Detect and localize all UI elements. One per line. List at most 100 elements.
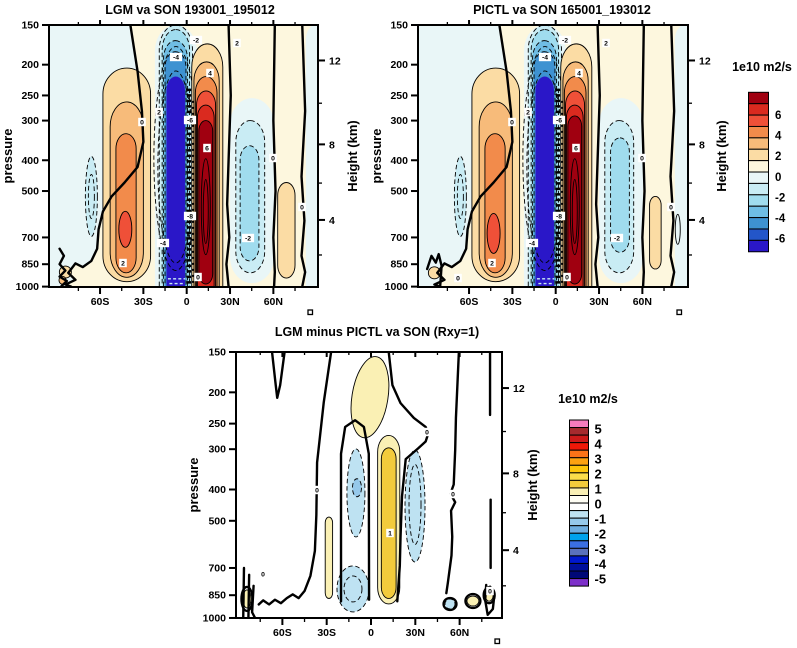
latitude-tick-label: 30S: [317, 627, 336, 639]
colorbar-swatch: [569, 517, 589, 527]
colorbar-swatch: [569, 457, 589, 466]
contour-oval: [571, 179, 578, 244]
zero-contour-line: [300, 25, 307, 287]
height-tick-label: 8: [329, 139, 335, 151]
contour-oval: [408, 464, 422, 545]
pressure-tick-label: 400: [208, 484, 226, 496]
pressure-tick-label: 150: [21, 20, 39, 32]
pressure-tick-label: 500: [208, 515, 226, 527]
contour-label: 0: [640, 156, 644, 163]
colorbar-tick-label: -4: [595, 557, 607, 572]
colorbar-tick-label: -6: [775, 234, 785, 246]
latitude-tick-label: 60N: [450, 627, 469, 639]
contour-label: 0: [456, 276, 460, 283]
pressure-tick-label: 150: [390, 20, 408, 32]
zero-contour-line: [433, 25, 514, 287]
contour-band: [535, 76, 554, 287]
contour-label: -8: [187, 214, 193, 221]
latitude-tick-label: 0: [368, 627, 374, 639]
latitude-tick-label: 30S: [503, 296, 522, 308]
contour-band: [324, 516, 334, 599]
colorbar-swatch: [748, 160, 769, 173]
colorbar-swatch: [569, 532, 589, 542]
contour-label: -2: [245, 236, 251, 243]
contour-oval: [343, 575, 363, 603]
colorbar-swatch: [569, 562, 589, 572]
colorbar-swatch: [569, 427, 589, 436]
colorbar-swatch: [569, 449, 589, 459]
colorbar-tick-label: 4: [595, 437, 603, 452]
colorbar-swatch: [748, 125, 769, 139]
panel-lgm-title: LGM va SON 193001_195012: [105, 3, 275, 17]
colorbar-swatch: [748, 114, 769, 127]
contour-band: [610, 137, 630, 253]
pressure-tick-label: 500: [390, 186, 408, 198]
contour-oval: [456, 173, 464, 219]
info-marker-square: [494, 638, 501, 645]
contour-field: [49, 25, 318, 287]
height-tick-label: 12: [699, 55, 711, 67]
colorbar-tick-label: 4: [775, 131, 782, 143]
contour-label: 0: [565, 275, 569, 282]
contour-band: [239, 145, 260, 262]
contour-label: -2: [562, 38, 568, 45]
contour-field: [418, 25, 688, 287]
contour-label: -2: [614, 236, 620, 243]
colorbar-swatch: [569, 419, 589, 429]
colorbar-tick-label: 2: [775, 151, 781, 163]
colorbar-swatch: [569, 555, 589, 564]
panel-diff-yaxis-title: pressure: [186, 458, 201, 513]
contour-value-labels: 0 2 -4 -2 -6 4 2 6 -4 -8 0 -2 0 0 2: [119, 35, 306, 282]
colorbar-swatch: [748, 217, 769, 230]
contour-band: [674, 25, 688, 287]
contour-label: -6: [556, 118, 562, 125]
contour-oval: [444, 598, 456, 610]
colorbar-tick-label: -4: [775, 213, 786, 225]
pressure-tick-label: 400: [21, 155, 39, 167]
pressure-tick-label: 1000: [16, 281, 40, 293]
contour-value-labels: 0 0 0 1 0 0: [259, 427, 494, 596]
latitude-tick-label: 60S: [460, 296, 479, 308]
pressure-tick-label: 1000: [203, 612, 227, 624]
colorbar-tick-label: 5: [595, 422, 602, 437]
colorbar-swatch: [569, 464, 589, 474]
contour-label: 0: [140, 120, 144, 127]
contour-label: 2: [490, 261, 494, 268]
zero-contour-line: [225, 25, 232, 287]
pressure-tick-label: 400: [390, 155, 408, 167]
pressure-tick-label: 850: [208, 590, 226, 602]
height-tick-label: 4: [329, 215, 335, 227]
contour-band: [649, 195, 662, 270]
colorbar-tick-label: 6: [775, 110, 781, 122]
contour-oval: [486, 212, 501, 254]
contour-label: 2: [235, 41, 239, 48]
height-tick-label: 4: [699, 215, 705, 227]
zero-contour-line: [641, 25, 646, 287]
contour-label: 0: [425, 430, 429, 437]
height-tick-label: 8: [513, 468, 519, 480]
zero-contour-line: [257, 352, 333, 606]
panel-diff-y2axis-title: Height (km): [525, 449, 540, 521]
colorbar-swatch: [569, 434, 589, 444]
contour-oval: [84, 155, 98, 237]
pressure-tick-label: 250: [21, 90, 39, 102]
latitude-tick-label: 0: [184, 296, 190, 308]
panel-pictl-yaxis-title: pressure: [369, 129, 384, 184]
zero-contour-line: [339, 419, 371, 603]
zero-contour-loop: [464, 592, 482, 610]
zero-contour-loop: [442, 596, 458, 612]
contour-band: [305, 25, 318, 287]
colorbar-swatch: [569, 570, 589, 580]
pressure-tick-label: 850: [390, 259, 408, 271]
pressure-tick-label: 200: [208, 387, 226, 399]
height-tick-label: 12: [513, 383, 525, 395]
colorbar-swatch: [748, 205, 769, 219]
height-tick-label: 4: [513, 545, 519, 557]
pressure-tick-label: 300: [21, 115, 39, 127]
contour-oval: [404, 449, 426, 563]
pressure-tick-label: 700: [208, 562, 226, 574]
